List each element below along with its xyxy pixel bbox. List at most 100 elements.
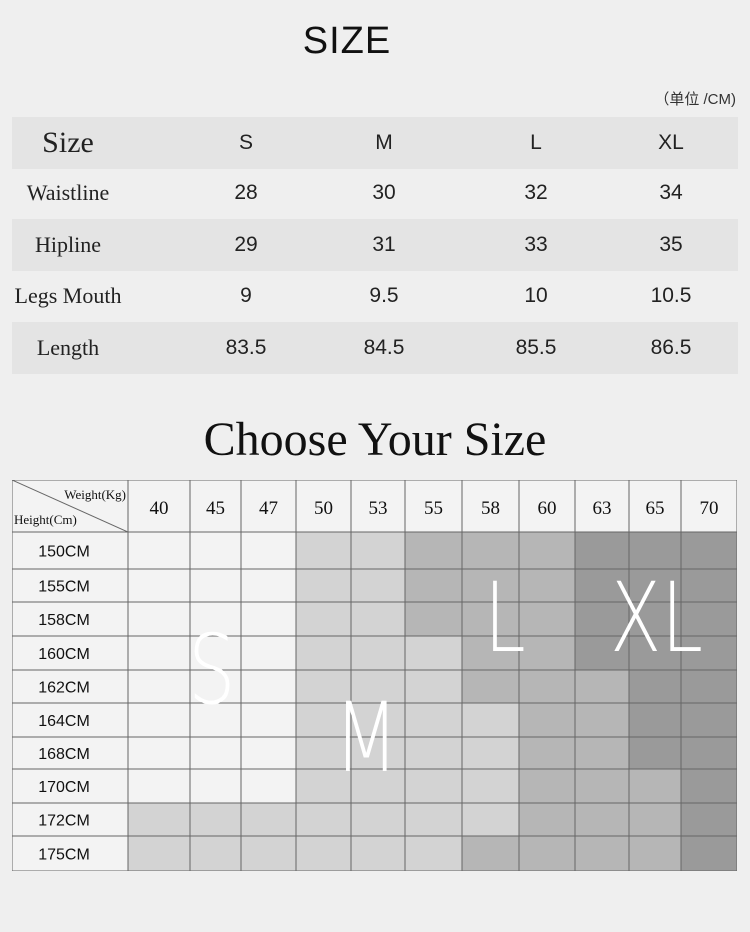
grid-cell-xl (629, 602, 681, 636)
grid-cell-m (405, 670, 462, 703)
grid-cell-s (241, 769, 296, 803)
measurement-value: 28 (234, 181, 258, 204)
grid-cell-m (351, 569, 405, 602)
grid-cell-s (190, 769, 241, 803)
size-table-row: Waistline 28 30 32 34 (12, 167, 738, 219)
grid-cell-l (462, 670, 519, 703)
grid-cell-m (190, 836, 241, 871)
weight-header: 55 (424, 498, 443, 519)
weight-header: 47 (259, 498, 278, 519)
grid-cell-xl (681, 569, 737, 602)
measurement-value: 29 (234, 233, 258, 256)
grid-cell-l (462, 569, 519, 602)
measurement-value: 34 (659, 181, 683, 204)
grid-cell-m (296, 532, 351, 569)
grid-cell-l (519, 769, 575, 803)
grid-cell-l (519, 703, 575, 737)
grid-cell-m (351, 769, 405, 803)
measurement-value: 35 (659, 233, 683, 256)
weight-header: 50 (314, 498, 333, 519)
grid-cell-l (519, 737, 575, 769)
grid-cell-m (351, 737, 405, 769)
size-letter-l: L (484, 562, 526, 674)
grid-cell-s (241, 532, 296, 569)
height-row-label: 158CM (38, 612, 90, 629)
grid-cell-xl (575, 602, 629, 636)
size-letter-xl: XL (610, 562, 704, 674)
height-row-label: 162CM (38, 680, 90, 697)
height-row-label: 160CM (38, 646, 90, 663)
grid-cell-s (241, 636, 296, 670)
grid-cell-l (629, 769, 681, 803)
grid-cell-s (190, 532, 241, 569)
size-chooser-grid: Weight(Kg) Height(Cm) 40 45 47 50 53 55 58 60 63 65… (12, 480, 737, 871)
grid-cell-l (405, 602, 462, 636)
grid-cell-l (462, 602, 519, 636)
weight-header: 40 (150, 498, 169, 519)
grid-cell-m (296, 737, 351, 769)
grid-cell-xl (575, 569, 629, 602)
grid-cell-m (296, 769, 351, 803)
grid-cell-m (296, 703, 351, 737)
grid-cell-l (629, 803, 681, 836)
grid-cell-s (128, 602, 190, 636)
grid-cell-s (241, 670, 296, 703)
page-title: SIZE (302, 20, 392, 62)
grid-cell-xl (681, 636, 737, 670)
size-table-row: Legs Mouth 9 9.5 10 10.5 (12, 270, 738, 322)
weight-header: 58 (481, 498, 500, 519)
grid-cell-l (462, 836, 519, 871)
grid-cell-l (519, 532, 575, 569)
weight-header: 53 (369, 498, 388, 519)
grid-cell-xl (681, 602, 737, 636)
grid-cell-m (296, 836, 351, 871)
measurement-value: 33 (524, 233, 548, 256)
grid-cell-xl (629, 569, 681, 602)
measurement-value: 10 (524, 284, 548, 307)
grid-cell-l (575, 769, 629, 803)
height-row-label: 168CM (38, 746, 90, 763)
grid-cell-s (190, 737, 241, 769)
measurement-value: 10.5 (650, 284, 692, 307)
size-letter-s: S (188, 614, 236, 726)
size-table-row: Length 83.5 84.5 85.5 86.5 (12, 322, 738, 374)
weight-axis-label: Weight(Kg) (64, 487, 126, 502)
grid-cell-xl (681, 532, 737, 569)
grid-cell-m (462, 737, 519, 769)
grid-cell-s (190, 636, 241, 670)
choose-size-title: Choose Your Size (203, 413, 547, 466)
grid-cell-xl (575, 532, 629, 569)
grid-cell-m (351, 703, 405, 737)
grid-cell-l (519, 670, 575, 703)
grid-cell-m (351, 636, 405, 670)
grid-cell-m (405, 803, 462, 836)
grid-cell-l (575, 670, 629, 703)
grid-cell-s (241, 569, 296, 602)
grid-cell-m (405, 737, 462, 769)
size-letter-m: M (334, 682, 399, 794)
grid-cell-l (629, 836, 681, 871)
measurement-value: 32 (524, 181, 548, 204)
grid-cell-xl (681, 836, 737, 871)
grid-cell-m (351, 803, 405, 836)
grid-cell-l (519, 602, 575, 636)
grid-cell-xl (629, 670, 681, 703)
grid-cell-l (519, 803, 575, 836)
weight-header: 60 (538, 498, 557, 519)
size-header-cell: XL (658, 131, 684, 154)
grid-cell-m (296, 636, 351, 670)
grid-cell-m (462, 769, 519, 803)
measurement-value: 83.5 (225, 336, 267, 359)
grid-cell-m (405, 636, 462, 670)
weight-header: 65 (646, 498, 665, 519)
grid-cell-s (128, 569, 190, 602)
measurement-value: 9 (240, 284, 252, 307)
grid-cell-m (351, 670, 405, 703)
measurement-label: Length (36, 335, 100, 360)
grid-cell-l (575, 836, 629, 871)
grid-cell-xl (681, 803, 737, 836)
grid-cell-m (296, 803, 351, 836)
grid-cell-l (519, 569, 575, 602)
size-header-cell: M (375, 131, 393, 154)
grid-cell-xl (681, 769, 737, 803)
